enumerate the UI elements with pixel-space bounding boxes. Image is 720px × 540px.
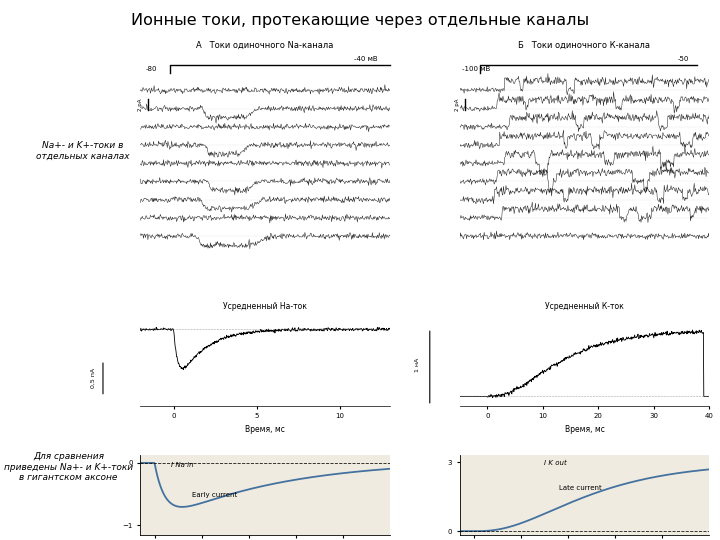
Text: Ионные токи, протекающие через отдельные каналы: Ионные токи, протекающие через отдельные…: [131, 14, 589, 29]
Text: Усредненный На-ток: Усредненный На-ток: [223, 302, 307, 311]
Text: -80: -80: [145, 66, 157, 72]
Text: Усредненный К-ток: Усредненный К-ток: [545, 302, 624, 311]
Text: 0,5 пА: 0,5 пА: [91, 368, 96, 388]
Text: 1 нА: 1 нА: [415, 357, 420, 372]
Text: I Na in: I Na in: [171, 462, 194, 468]
Text: А   Токи одиночного Na-канала: А Токи одиночного Na-канала: [197, 40, 334, 50]
Text: 2 pA: 2 pA: [455, 99, 460, 111]
Text: Na+- и K+-токи в
отдельных каналах: Na+- и K+-токи в отдельных каналах: [36, 141, 130, 161]
Text: -100 мВ: -100 мВ: [462, 66, 490, 72]
Text: -40 мВ: -40 мВ: [354, 57, 377, 63]
Text: Б   Токи одиночного К-канала: Б Токи одиночного К-канала: [518, 40, 650, 50]
X-axis label: Время, мс: Время, мс: [246, 425, 285, 434]
X-axis label: Время, мс: Время, мс: [564, 425, 604, 434]
Text: Late current: Late current: [559, 485, 601, 491]
Text: -50: -50: [678, 57, 689, 63]
Text: I K out: I K out: [544, 460, 567, 465]
Text: Early current: Early current: [192, 492, 238, 498]
Text: Для сравнения
приведены Na+- и K+-токи
в гигантском аксоне: Для сравнения приведены Na+- и K+-токи в…: [4, 452, 133, 482]
Text: 2 pA: 2 pA: [138, 99, 143, 111]
